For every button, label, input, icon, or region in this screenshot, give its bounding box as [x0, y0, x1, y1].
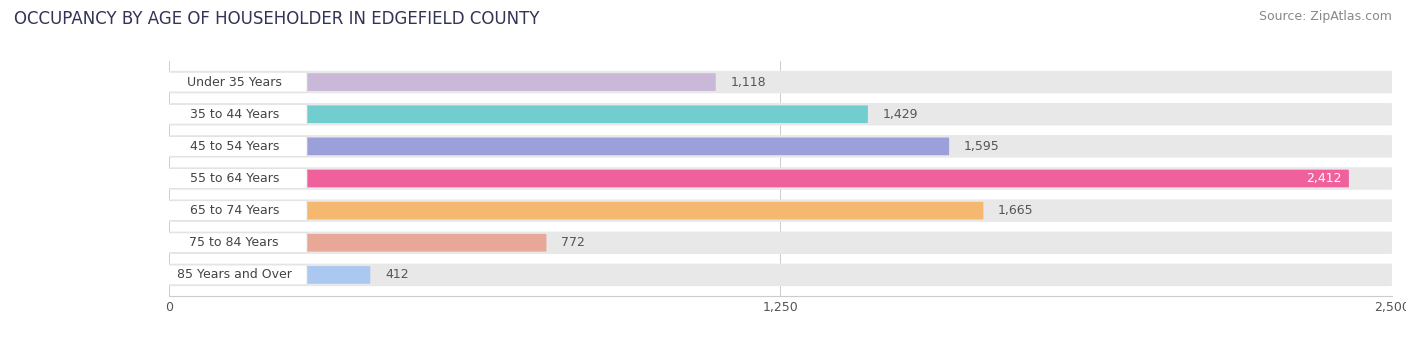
FancyBboxPatch shape — [169, 202, 983, 220]
Text: 45 to 54 Years: 45 to 54 Years — [190, 140, 278, 153]
FancyBboxPatch shape — [162, 201, 307, 221]
FancyBboxPatch shape — [169, 71, 1392, 94]
FancyBboxPatch shape — [162, 104, 307, 124]
FancyBboxPatch shape — [169, 135, 1392, 158]
Text: Under 35 Years: Under 35 Years — [187, 75, 281, 89]
Text: 55 to 64 Years: 55 to 64 Years — [190, 172, 278, 185]
Text: 412: 412 — [385, 268, 409, 282]
Text: 772: 772 — [561, 236, 585, 249]
FancyBboxPatch shape — [162, 169, 307, 188]
FancyBboxPatch shape — [162, 136, 307, 156]
FancyBboxPatch shape — [169, 105, 868, 123]
Text: Source: ZipAtlas.com: Source: ZipAtlas.com — [1258, 10, 1392, 23]
FancyBboxPatch shape — [169, 167, 1392, 190]
FancyBboxPatch shape — [169, 103, 1392, 125]
FancyBboxPatch shape — [162, 265, 307, 285]
FancyBboxPatch shape — [169, 266, 370, 284]
Text: 75 to 84 Years: 75 to 84 Years — [190, 236, 278, 249]
FancyBboxPatch shape — [169, 199, 1392, 222]
FancyBboxPatch shape — [169, 137, 949, 155]
FancyBboxPatch shape — [169, 264, 1392, 286]
FancyBboxPatch shape — [169, 232, 1392, 254]
FancyBboxPatch shape — [162, 72, 307, 92]
Text: 85 Years and Over: 85 Years and Over — [177, 268, 291, 282]
FancyBboxPatch shape — [169, 234, 547, 252]
Text: 1,118: 1,118 — [731, 75, 766, 89]
FancyBboxPatch shape — [169, 73, 716, 91]
FancyBboxPatch shape — [169, 170, 1348, 187]
Text: 1,595: 1,595 — [965, 140, 1000, 153]
Text: 2,412: 2,412 — [1306, 172, 1341, 185]
Text: 1,429: 1,429 — [883, 108, 918, 121]
Text: OCCUPANCY BY AGE OF HOUSEHOLDER IN EDGEFIELD COUNTY: OCCUPANCY BY AGE OF HOUSEHOLDER IN EDGEF… — [14, 10, 540, 28]
Text: 1,665: 1,665 — [998, 204, 1033, 217]
Text: 65 to 74 Years: 65 to 74 Years — [190, 204, 278, 217]
Text: 35 to 44 Years: 35 to 44 Years — [190, 108, 278, 121]
FancyBboxPatch shape — [162, 233, 307, 253]
